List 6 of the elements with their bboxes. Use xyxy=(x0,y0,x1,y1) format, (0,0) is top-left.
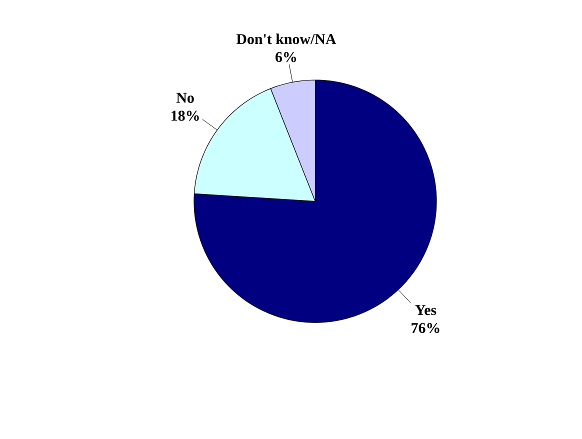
slice-label: Don't know/NA xyxy=(236,34,336,44)
data-label: 18% xyxy=(172,110,199,121)
slice-label: No xyxy=(176,92,194,103)
data-label: 76% xyxy=(412,322,440,334)
slice-label: Yes xyxy=(415,305,436,316)
data-label: 6% xyxy=(276,52,296,62)
